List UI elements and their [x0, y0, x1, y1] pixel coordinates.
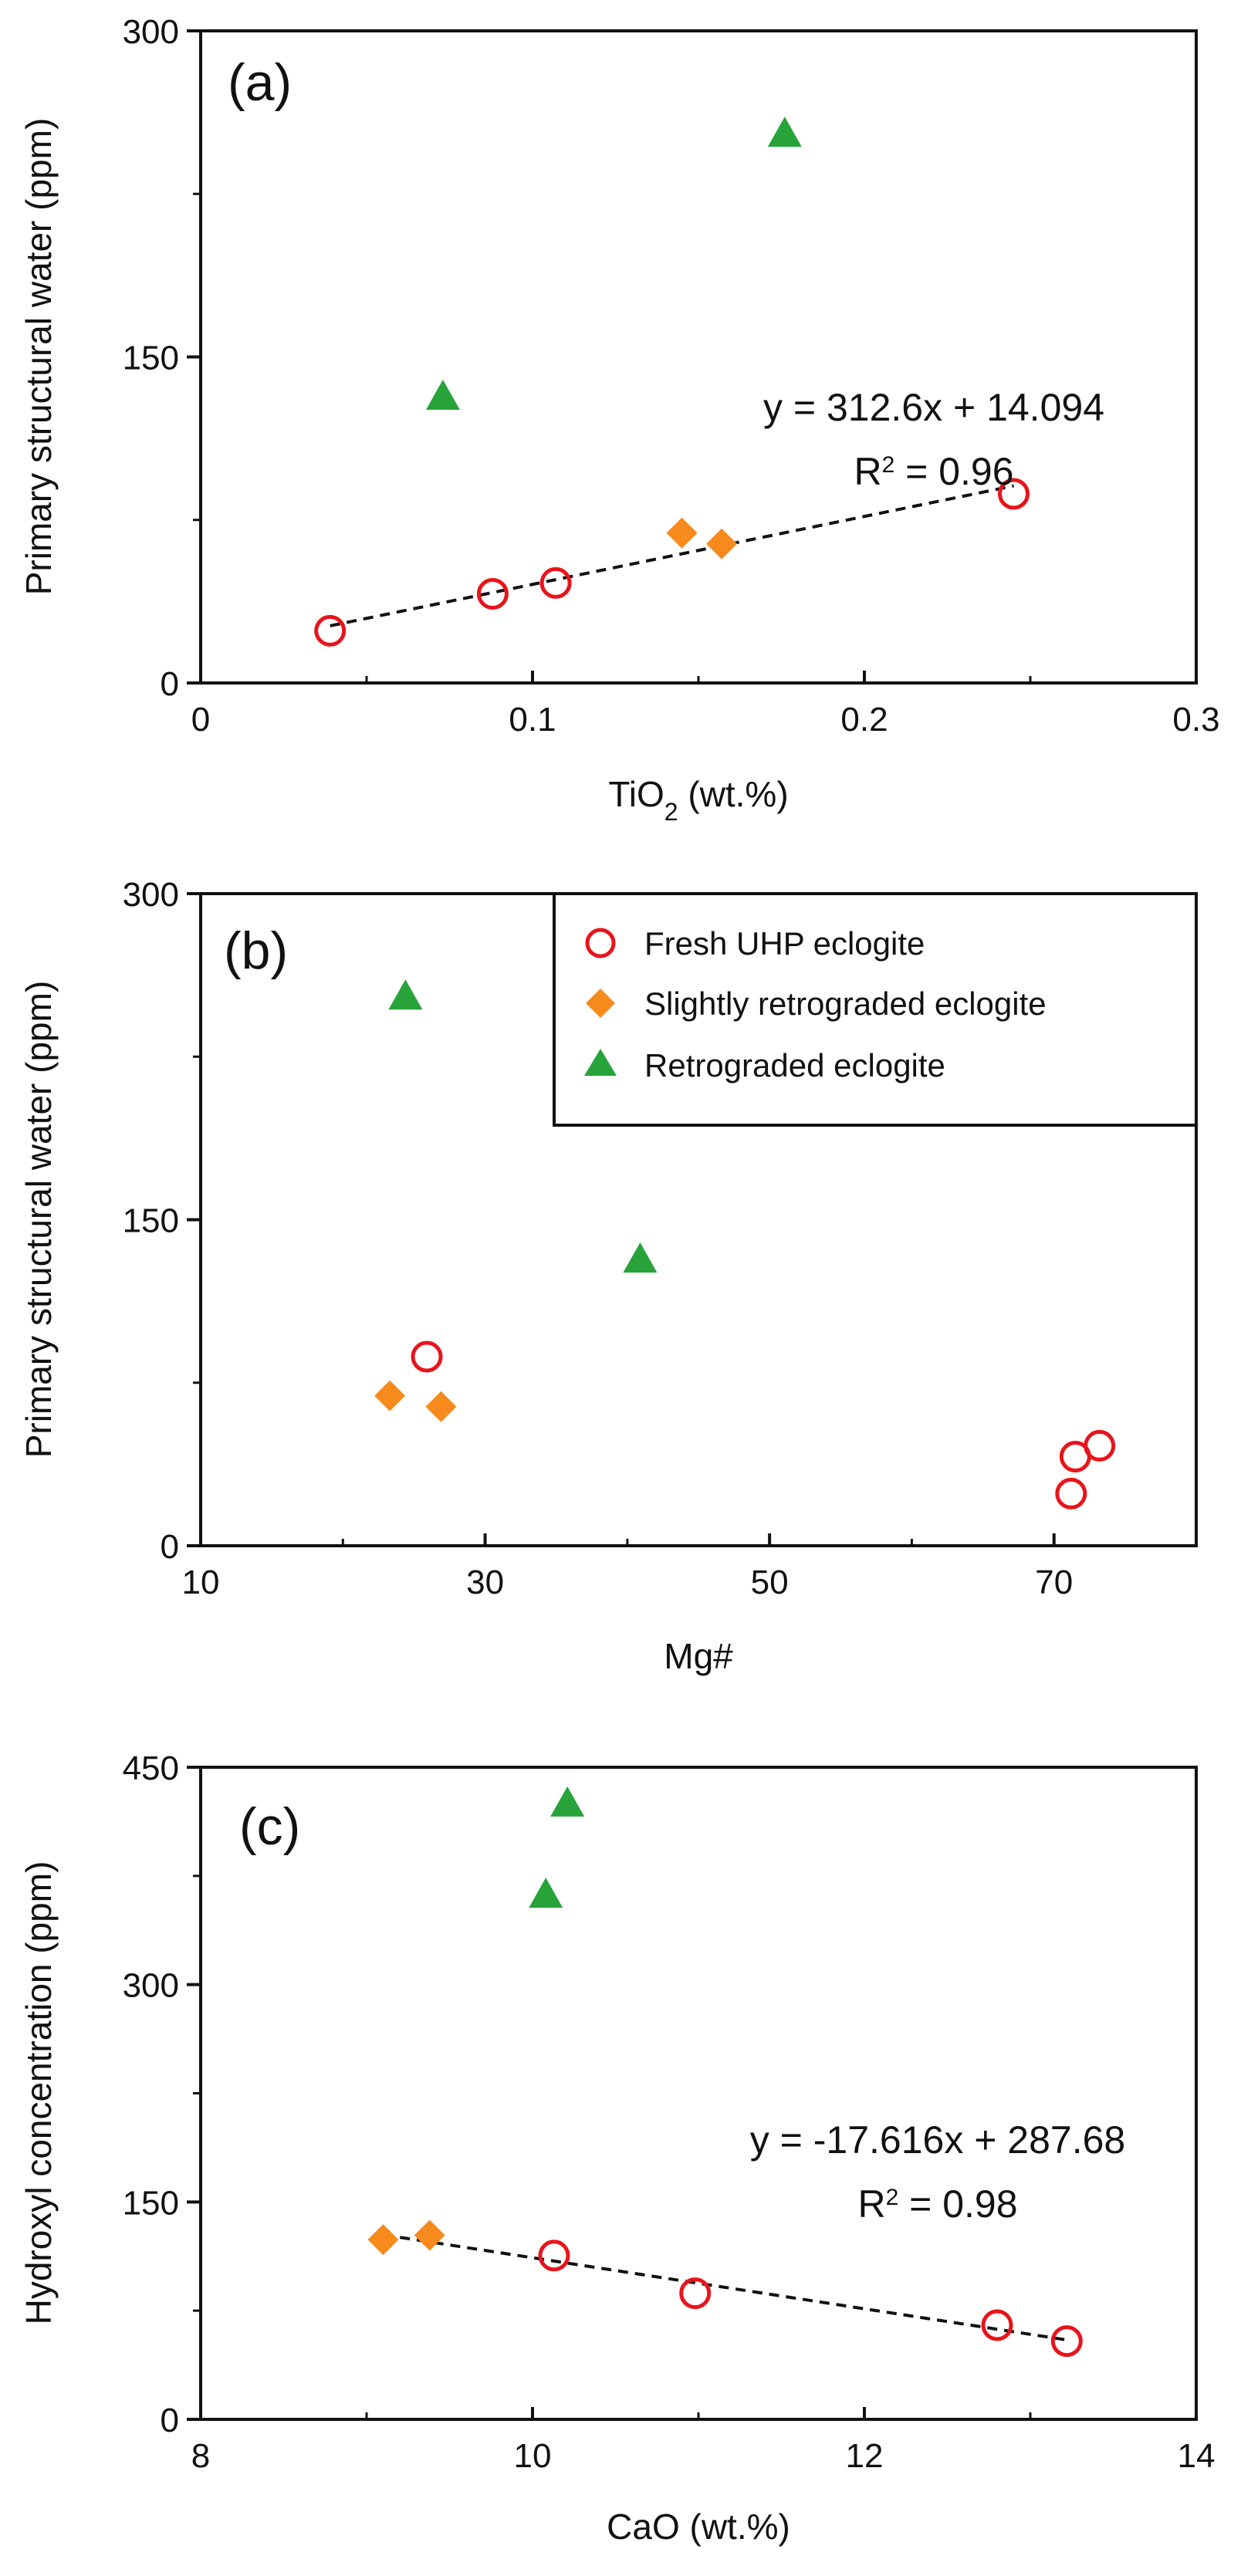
data-point-retrograded — [388, 979, 423, 1010]
r2-symbol: R — [854, 450, 881, 493]
r2-exponent: 2 — [886, 2185, 899, 2210]
data-point-fresh — [679, 2277, 712, 2310]
y-tick-label: 0 — [161, 2402, 179, 2439]
data-point-fresh — [1050, 2325, 1083, 2358]
x-tick-label: 14 — [1178, 2437, 1216, 2475]
x-tick-label: 0.2 — [840, 701, 888, 739]
x-tick-label: 0 — [191, 701, 210, 739]
data-point-retrograded — [550, 1786, 585, 1817]
data-point-fresh — [539, 566, 572, 599]
y-tick-label: 300 — [123, 876, 179, 914]
fit-r2: R2 = 0.96 — [854, 450, 1013, 493]
x-axis-title: Mg# — [664, 1636, 733, 1676]
plot-frame — [199, 1766, 1198, 2421]
data-point-fresh — [1055, 1477, 1087, 1509]
data-point-fresh — [998, 478, 1030, 510]
data-point-retrograded — [623, 1242, 658, 1273]
legend-label-slight: Slightly retrograded eclogite — [644, 985, 1047, 1022]
legend: Fresh UHP eclogite Slightly retrograded … — [553, 892, 1198, 1127]
panel-label-a: (a) — [228, 53, 292, 112]
y-tick-label: 450 — [123, 1749, 179, 1787]
legend-marker-fresh — [585, 928, 616, 958]
x-tick-label: 10 — [514, 2437, 552, 2475]
y-tick-label: 150 — [123, 2184, 179, 2222]
data-point-retrograded — [425, 380, 460, 411]
y-tick-label: 0 — [161, 1528, 179, 1566]
r2-value: = 0.98 — [898, 2182, 1017, 2226]
r2-symbol: R — [857, 2182, 885, 2226]
x-tick-label: 70 — [1035, 1564, 1073, 1601]
regression-line — [330, 484, 1014, 627]
y-axis-title: Primary structural water (ppm) — [19, 981, 59, 1459]
data-point-slightly-retrograded — [367, 2224, 399, 2256]
data-point-slightly-retrograded — [666, 517, 698, 549]
data-point-slightly-retrograded — [374, 1380, 406, 1411]
y-tick-label: 0 — [161, 665, 179, 703]
panel-label-c: (c) — [239, 1797, 300, 1856]
legend-marker-slight — [586, 989, 615, 1018]
y-axis-title: Primary structural water (ppm) — [19, 118, 59, 596]
data-point-slightly-retrograded — [425, 1391, 457, 1422]
x-tick-label: 50 — [751, 1564, 789, 1601]
x-axis-title: TiO2 (wt.%) — [608, 774, 788, 826]
r2-exponent: 2 — [882, 452, 895, 478]
fit-r2: R2 = 0.98 — [857, 2182, 1017, 2226]
data-point-fresh — [981, 2309, 1013, 2341]
legend-box — [553, 892, 1198, 1127]
panel-c: 8 10 12 14 0 150 300 450 (c) y = -17.616x + 287… — [19, 1749, 1215, 2547]
data-point-fresh — [314, 614, 347, 647]
x-tick-label: 8 — [191, 2437, 210, 2475]
legend-label-retro: Retrograded eclogite — [644, 1047, 945, 1083]
regression-line — [383, 2233, 1067, 2342]
y-tick-label: 150 — [123, 340, 179, 377]
data-point-fresh — [538, 2240, 570, 2272]
data-point-fresh — [476, 578, 509, 610]
data-point-fresh — [411, 1340, 443, 1373]
x-tick-label: 30 — [466, 1564, 504, 1601]
x-axis-title: CaO (wt.%) — [607, 2507, 790, 2547]
fit-equation: y = 312.6x + 14.094 — [763, 386, 1104, 429]
panel-a: 0 0.1 0.2 0.3 0 150 300 (a) y = 312.6x + 14.09… — [19, 13, 1220, 826]
y-tick-label: 300 — [123, 1967, 179, 2005]
x-tick-label: 10 — [182, 1564, 220, 1601]
y-axis-title: Hydroxyl concentration (ppm) — [19, 1861, 59, 2325]
x-tick-label: 0.3 — [1172, 701, 1219, 739]
x-tick-label: 12 — [846, 2437, 884, 2475]
y-tick-label: 300 — [123, 13, 179, 51]
panel-label-b: (b) — [224, 921, 288, 980]
x-tick-label: 0.1 — [509, 701, 556, 739]
legend-marker-retro — [584, 1049, 617, 1076]
y-tick-label: 150 — [123, 1202, 179, 1240]
plot-frame — [199, 29, 1198, 685]
data-point-slightly-retrograded — [706, 528, 738, 559]
fit-equation: y = -17.616x + 287.68 — [750, 2118, 1125, 2162]
panel-b: 10 30 50 70 0 150 300 (b) Fresh UHP eclogite S… — [19, 876, 1198, 1676]
legend-label-fresh: Fresh UHP eclogite — [644, 925, 925, 962]
data-point-slightly-retrograded — [414, 2219, 445, 2251]
data-point-retrograded — [529, 1878, 563, 1908]
data-point-fresh — [1084, 1429, 1116, 1462]
r2-value: = 0.96 — [894, 450, 1013, 493]
data-point-retrograded — [767, 117, 802, 147]
